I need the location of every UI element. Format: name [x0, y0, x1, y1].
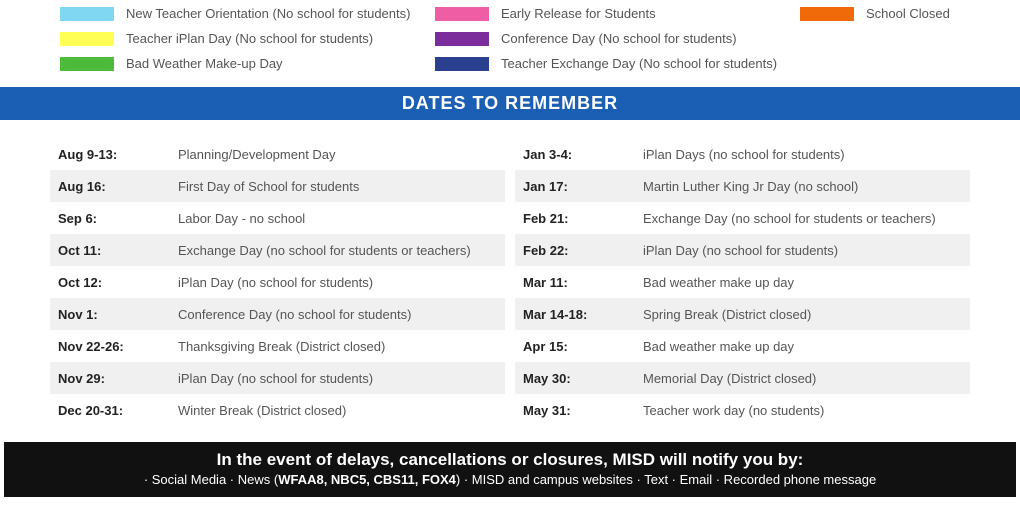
date-description: Exchange Day (no school for students or … [643, 211, 936, 226]
date-row: Jan 3-4:iPlan Days (no school for studen… [515, 138, 970, 170]
date-row: Mar 14-18:Spring Break (District closed) [515, 298, 970, 330]
date-row: Apr 15:Bad weather make up day [515, 330, 970, 362]
legend-swatch [60, 57, 114, 71]
legend-label: Teacher Exchange Day (No school for stud… [501, 56, 777, 71]
date-description: Exchange Day (no school for students or … [178, 243, 471, 258]
legend-swatch [435, 57, 489, 71]
legend: New Teacher Orientation (No school for s… [0, 0, 1020, 87]
date-row: Nov 1:Conference Day (no school for stud… [50, 298, 505, 330]
legend-swatch [60, 7, 114, 21]
date-key: Nov 29: [58, 371, 178, 386]
date-row: Nov 22-26:Thanksgiving Break (District c… [50, 330, 505, 362]
date-description: Martin Luther King Jr Day (no school) [643, 179, 858, 194]
date-description: Conference Day (no school for students) [178, 307, 411, 322]
date-key: Oct 11: [58, 243, 178, 258]
date-key: May 31: [523, 403, 643, 418]
date-row: Mar 11:Bad weather make up day [515, 266, 970, 298]
date-key: May 30: [523, 371, 643, 386]
date-row: Oct 12:iPlan Day (no school for students… [50, 266, 505, 298]
legend-label: School Closed [866, 6, 950, 21]
date-row: Jan 17:Martin Luther King Jr Day (no sch… [515, 170, 970, 202]
legend-item: Early Release for Students [435, 6, 800, 21]
date-description: iPlan Day (no school for students) [178, 275, 373, 290]
legend-swatch [60, 32, 114, 46]
date-row: Feb 22:iPlan Day (no school for students… [515, 234, 970, 266]
date-description: Teacher work day (no students) [643, 403, 824, 418]
date-key: Jan 17: [523, 179, 643, 194]
date-key: Aug 16: [58, 179, 178, 194]
date-key: Aug 9-13: [58, 147, 178, 162]
legend-label: Bad Weather Make-up Day [126, 56, 283, 71]
footer-line2-suffix: ) · MISD and campus websites · Text · Em… [456, 472, 876, 487]
date-key: Nov 22-26: [58, 339, 178, 354]
legend-col-3: School Closed [800, 6, 960, 71]
footer-line1: In the event of delays, cancellations or… [4, 450, 1016, 470]
date-description: Planning/Development Day [178, 147, 336, 162]
footer-line2-prefix: · Social Media · News ( [144, 472, 278, 487]
date-description: First Day of School for students [178, 179, 359, 194]
date-row: May 30:Memorial Day (District closed) [515, 362, 970, 394]
date-row: Nov 29:iPlan Day (no school for students… [50, 362, 505, 394]
legend-swatch [800, 7, 854, 21]
date-description: iPlan Days (no school for students) [643, 147, 845, 162]
dates-table: Aug 9-13:Planning/Development DayAug 16:… [0, 120, 1020, 436]
date-description: iPlan Day (no school for students) [178, 371, 373, 386]
date-row: Aug 16:First Day of School for students [50, 170, 505, 202]
date-row: Sep 6:Labor Day - no school [50, 202, 505, 234]
legend-label: Early Release for Students [501, 6, 656, 21]
date-description: Labor Day - no school [178, 211, 305, 226]
legend-item: School Closed [800, 6, 960, 21]
footer-line2: · Social Media · News (WFAA8, NBC5, CBS1… [4, 472, 1016, 487]
date-key: Dec 20-31: [58, 403, 178, 418]
date-row: Dec 20-31:Winter Break (District closed) [50, 394, 505, 426]
section-header: DATES TO REMEMBER [0, 87, 1020, 120]
legend-col-1: New Teacher Orientation (No school for s… [60, 6, 435, 71]
legend-item: Bad Weather Make-up Day [60, 56, 435, 71]
legend-label: Conference Day (No school for students) [501, 31, 737, 46]
legend-col-2: Early Release for Students Conference Day… [435, 6, 800, 71]
date-key: Oct 12: [58, 275, 178, 290]
date-key: Sep 6: [58, 211, 178, 226]
footer-line2-bold: WFAA8, NBC5, CBS11, FOX4 [278, 472, 456, 487]
date-description: Bad weather make up day [643, 339, 794, 354]
date-key: Apr 15: [523, 339, 643, 354]
date-description: Memorial Day (District closed) [643, 371, 816, 386]
date-key: Mar 11: [523, 275, 643, 290]
date-key: Mar 14-18: [523, 307, 643, 322]
dates-col-left: Aug 9-13:Planning/Development DayAug 16:… [50, 138, 505, 426]
legend-swatch [435, 7, 489, 21]
date-key: Feb 22: [523, 243, 643, 258]
legend-swatch [435, 32, 489, 46]
date-row: Feb 21:Exchange Day (no school for stude… [515, 202, 970, 234]
legend-item: Conference Day (No school for students) [435, 31, 800, 46]
date-key: Nov 1: [58, 307, 178, 322]
date-description: Winter Break (District closed) [178, 403, 346, 418]
legend-label: Teacher iPlan Day (No school for student… [126, 31, 373, 46]
date-description: Thanksgiving Break (District closed) [178, 339, 385, 354]
date-row: Aug 9-13:Planning/Development Day [50, 138, 505, 170]
dates-col-right: Jan 3-4:iPlan Days (no school for studen… [515, 138, 970, 426]
date-key: Feb 21: [523, 211, 643, 226]
date-description: Bad weather make up day [643, 275, 794, 290]
legend-label: New Teacher Orientation (No school for s… [126, 6, 410, 21]
date-description: iPlan Day (no school for students) [643, 243, 838, 258]
legend-item: Teacher Exchange Day (No school for stud… [435, 56, 800, 71]
date-row: Oct 11:Exchange Day (no school for stude… [50, 234, 505, 266]
date-row: May 31:Teacher work day (no students) [515, 394, 970, 426]
legend-item: New Teacher Orientation (No school for s… [60, 6, 435, 21]
date-key: Jan 3-4: [523, 147, 643, 162]
legend-item: Teacher iPlan Day (No school for student… [60, 31, 435, 46]
date-description: Spring Break (District closed) [643, 307, 811, 322]
footer: In the event of delays, cancellations or… [4, 442, 1016, 497]
